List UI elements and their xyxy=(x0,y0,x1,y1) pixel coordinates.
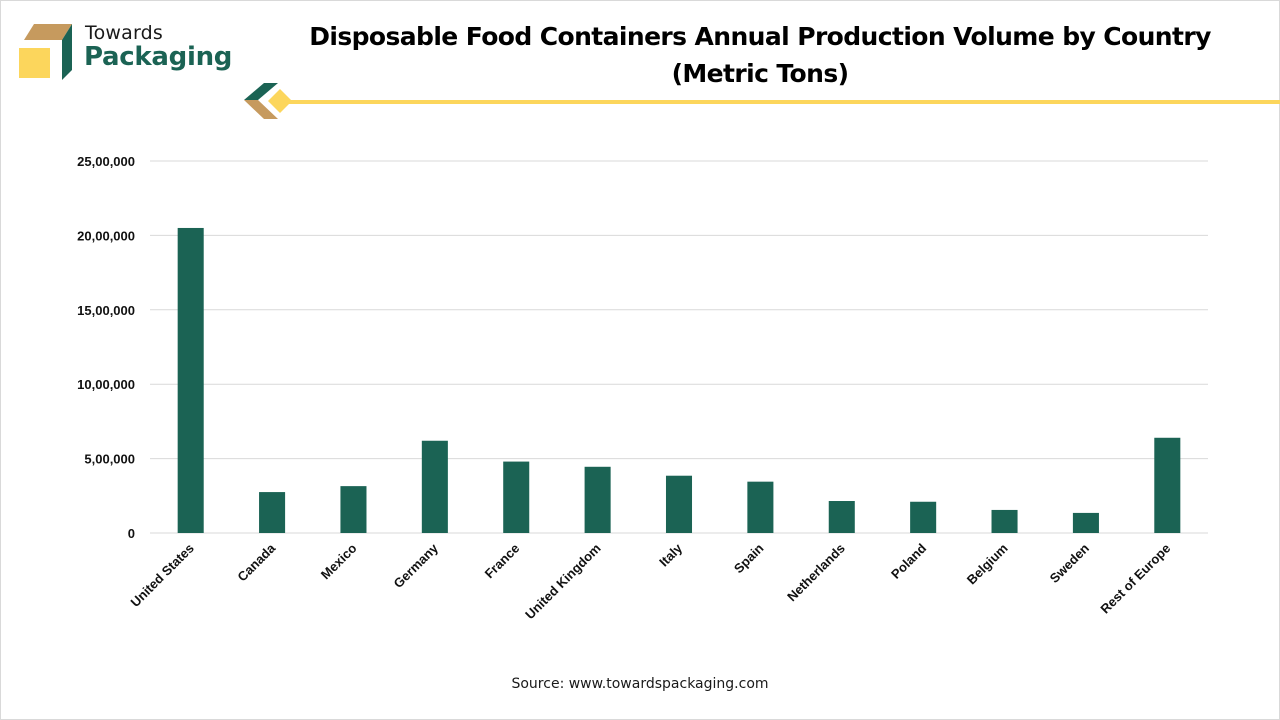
bar-poland xyxy=(910,501,937,533)
y-axis-ticks: 0 5,00,000 10,00,000 15,00,000 20,00,000 25,0… xyxy=(77,154,135,541)
x-tick-label: Canada xyxy=(234,540,278,584)
diamond-yellow-icon xyxy=(268,89,292,113)
box-logo-icon xyxy=(19,24,72,80)
x-tick-label: Netherlands xyxy=(784,541,848,605)
bar-belgium xyxy=(991,509,1018,533)
brand-name-line2: Packaging xyxy=(84,42,233,72)
chart-title: Disposable Food Containers Annual Produc… xyxy=(300,18,1220,92)
x-tick-label: Sweden xyxy=(1047,540,1092,585)
x-tick-label: Mexico xyxy=(318,540,360,582)
chevron-tan-icon xyxy=(244,100,278,119)
x-tick-label: Belgium xyxy=(964,541,1011,588)
bars xyxy=(177,227,1181,533)
bar-rest-of-europe xyxy=(1154,437,1181,533)
bar-canada xyxy=(259,492,286,533)
y-tick-label: 25,00,000 xyxy=(77,154,135,169)
yellow-rule xyxy=(288,100,1280,104)
chart-title-line2: (Metric Tons) xyxy=(671,59,849,88)
bar-france xyxy=(503,461,530,533)
title-divider-decoration xyxy=(244,83,1280,119)
brand-name-line1: Towards xyxy=(85,22,164,44)
bar-netherlands xyxy=(828,501,855,533)
x-tick-label: United States xyxy=(127,541,196,610)
x-tick-label: France xyxy=(482,541,523,582)
bar-italy xyxy=(665,475,693,533)
bar-united-states xyxy=(177,227,204,533)
bar-germany xyxy=(421,440,448,533)
x-tick-label: Spain xyxy=(731,540,767,576)
x-axis-ticks: United States Canada Mexico Germany France Un… xyxy=(127,540,1173,622)
bar-sweden xyxy=(1072,512,1099,533)
x-tick-label: Poland xyxy=(888,540,929,581)
brand-logo: Towards Packaging xyxy=(18,22,238,82)
bar-mexico xyxy=(340,486,367,533)
y-tick-label: 10,00,000 xyxy=(77,377,135,392)
x-tick-label: Germany xyxy=(390,540,441,591)
x-tick-label: Italy xyxy=(656,540,686,570)
bar-united-kingdom xyxy=(584,466,611,533)
source-note: Source: www.towardspackaging.com xyxy=(511,676,769,692)
y-tick-label: 15,00,000 xyxy=(77,303,135,318)
y-tick-label: 5,00,000 xyxy=(84,452,135,467)
y-tick-label: 20,00,000 xyxy=(77,228,135,243)
chevron-green-icon xyxy=(244,83,278,100)
bar-spain xyxy=(747,481,774,533)
x-tick-label: Rest of Europe xyxy=(1097,541,1173,617)
chart-title-line1: Disposable Food Containers Annual Produc… xyxy=(309,22,1211,51)
x-tick-label: United Kingdom xyxy=(522,541,604,623)
y-tick-label: 0 xyxy=(128,526,135,541)
